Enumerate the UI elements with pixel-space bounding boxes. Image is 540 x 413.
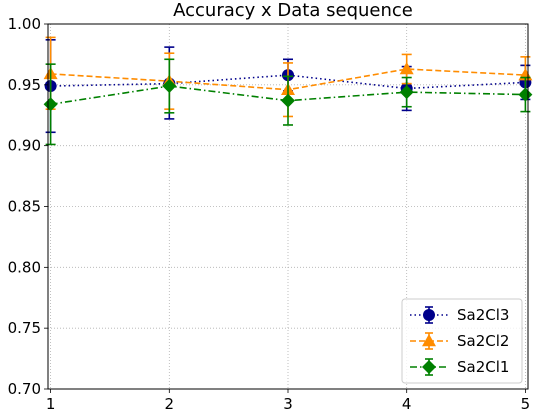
data-point — [518, 87, 533, 102]
y-tick-label: 0.95 — [8, 76, 41, 94]
y-tick-label: 0.75 — [8, 319, 41, 337]
legend-marker — [422, 360, 436, 374]
series-line — [50, 85, 526, 106]
legend-marker — [423, 309, 435, 321]
legend-label: Sa2Cl1 — [457, 358, 509, 376]
x-tick-label: 4 — [402, 395, 412, 413]
x-axis: 1 2 3 4 5 — [46, 389, 530, 413]
y-tick-label: 1.00 — [8, 15, 41, 33]
legend-marker — [422, 334, 436, 347]
legend-item-sa2cl2: Sa2Cl2 — [410, 332, 509, 350]
series-line — [50, 74, 526, 90]
y-axis: 0.70 0.75 0.80 0.85 0.90 0.95 1.00 — [8, 15, 48, 398]
series-layer — [43, 36, 533, 146]
data-point — [281, 93, 295, 108]
y-tick-label: 0.70 — [8, 380, 41, 398]
data-point — [43, 97, 58, 112]
y-tick-label: 0.80 — [8, 258, 41, 276]
legend-label: Sa2Cl2 — [457, 332, 509, 350]
x-tick-label: 5 — [521, 395, 531, 413]
data-point — [399, 85, 414, 100]
data-point — [399, 62, 414, 75]
series-sa2cl1 — [43, 58, 533, 146]
legend-label: Sa2Cl3 — [457, 306, 509, 324]
legend-item-sa2cl1: Sa2Cl1 — [410, 358, 509, 376]
y-tick-label: 0.90 — [8, 137, 41, 155]
chart-title: Accuracy x Data sequence — [173, 0, 413, 21]
data-point — [162, 79, 177, 94]
legend: Sa2Cl3 Sa2Cl2 Sa2Cl1 — [401, 298, 523, 384]
legend-item-sa2cl3: Sa2Cl3 — [410, 306, 509, 324]
y-tick-label: 0.85 — [8, 198, 41, 216]
x-tick-label: 1 — [46, 395, 56, 413]
x-tick-label: 2 — [165, 395, 175, 413]
x-tick-label: 3 — [283, 395, 293, 413]
